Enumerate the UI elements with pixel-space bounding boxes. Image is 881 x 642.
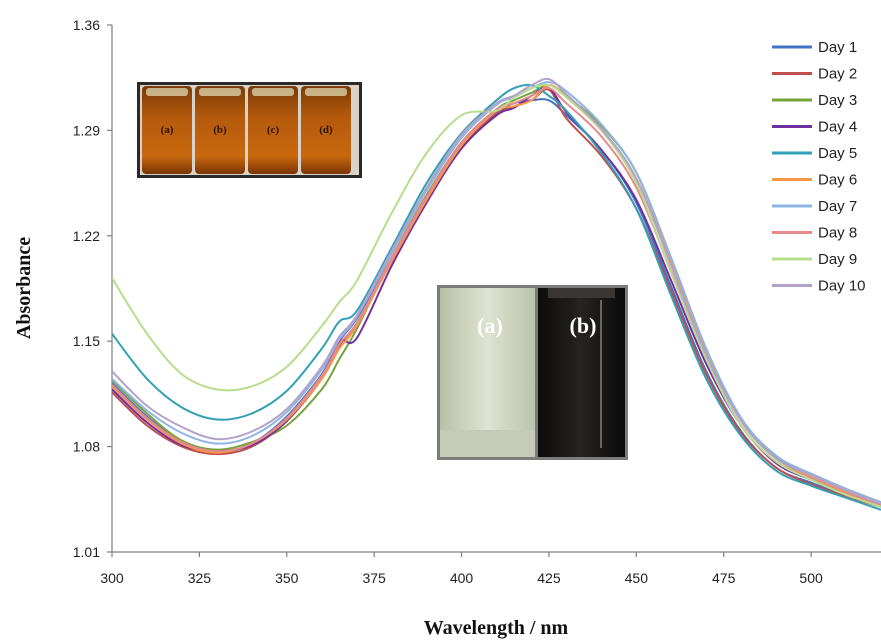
vials-group: (a) (b) (c) (d) bbox=[142, 86, 351, 174]
amber-vial-1-label: (a) bbox=[161, 124, 174, 136]
series-line-day-5 bbox=[112, 83, 881, 511]
clear-vial-base bbox=[440, 430, 535, 457]
y-tick-label: 1.22 bbox=[73, 228, 100, 244]
legend-label-day-2: Day 2 bbox=[818, 66, 857, 83]
series-lines bbox=[112, 77, 881, 511]
legend-label-day-9: Day 9 bbox=[818, 251, 857, 268]
amber-vial-2 bbox=[195, 86, 245, 174]
legend-label-day-8: Day 8 bbox=[818, 225, 857, 242]
dark-vial-cap bbox=[548, 288, 615, 298]
axes bbox=[111, 25, 881, 553]
tick-labels: 300 325 350 375 400 425 450 475 500 1.01 1.08 1.15 1… bbox=[73, 17, 823, 586]
y-tick-label: 1.36 bbox=[73, 17, 100, 33]
dark-vial bbox=[538, 288, 625, 457]
y-tick-label: 1.08 bbox=[73, 439, 100, 455]
clear-vial bbox=[440, 288, 535, 457]
legend-label-day-7: Day 7 bbox=[818, 198, 857, 215]
x-tick-label: 300 bbox=[100, 570, 124, 586]
y-tick-label: 1.29 bbox=[73, 122, 100, 138]
legend-label-day-1: Day 1 bbox=[818, 39, 857, 56]
x-tick-label: 350 bbox=[275, 570, 299, 586]
y-tick-label: 1.15 bbox=[73, 333, 100, 349]
legend: Day 1 Day 2 Day 3 Day 4 Day 5 Day 6 Day 7 Day 8… bbox=[772, 39, 866, 295]
amber-vial-4 bbox=[301, 86, 351, 174]
legend-label-day-4: Day 4 bbox=[818, 119, 857, 136]
x-tick-label: 400 bbox=[450, 570, 474, 586]
legend-label-day-3: Day 3 bbox=[818, 92, 857, 109]
x-tick-label: 325 bbox=[188, 570, 212, 586]
amber-vial-3-meniscus bbox=[252, 88, 294, 96]
x-tick-label: 425 bbox=[537, 570, 561, 586]
amber-vial-3 bbox=[248, 86, 298, 174]
series-line-day-10 bbox=[112, 77, 881, 505]
y-tick-label: 1.01 bbox=[73, 544, 100, 560]
tick-marks bbox=[107, 24, 812, 557]
x-tick-label: 500 bbox=[799, 570, 823, 586]
amber-vial-4-meniscus bbox=[305, 88, 347, 96]
legend-label-day-10: Day 10 bbox=[818, 278, 866, 295]
amber-vial-1 bbox=[142, 86, 192, 174]
legend-label-day-6: Day 6 bbox=[818, 172, 857, 189]
legend-label-day-5: Day 5 bbox=[818, 145, 857, 162]
solution-photo-inset: (a) (b) bbox=[437, 285, 628, 460]
series-line-day-7 bbox=[112, 81, 881, 504]
x-axis-title: Wavelength / nm bbox=[424, 617, 569, 639]
x-tick-label: 375 bbox=[362, 570, 386, 586]
amber-vial-1-meniscus bbox=[146, 88, 188, 96]
clear-vial-label: (a) bbox=[477, 313, 503, 338]
y-axis-title: Absorbance bbox=[13, 237, 35, 339]
amber-vial-2-meniscus bbox=[199, 88, 241, 96]
vials-photo-inset: (a) (b) (c) (d) bbox=[137, 82, 362, 178]
amber-vial-3-label: (c) bbox=[267, 124, 280, 136]
dark-vial-label: (b) bbox=[570, 313, 597, 338]
x-tick-label: 475 bbox=[712, 570, 736, 586]
amber-vial-2-label: (b) bbox=[213, 124, 227, 136]
x-tick-label: 450 bbox=[625, 570, 649, 586]
series-line-day-9 bbox=[112, 83, 881, 508]
amber-vial-4-label: (d) bbox=[319, 124, 333, 136]
